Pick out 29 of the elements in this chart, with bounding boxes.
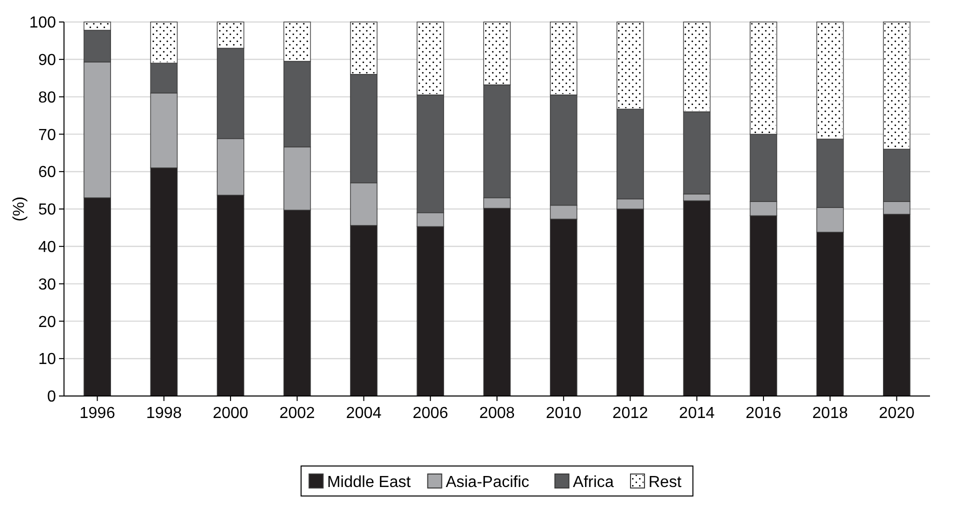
y-tick-label: 40: [38, 239, 56, 256]
x-tick-label: 2014: [679, 405, 715, 422]
legend-label: Asia-Pacific: [446, 474, 530, 491]
x-tick-label: 1996: [80, 405, 116, 422]
y-tick-label: 20: [38, 314, 56, 331]
y-tick-label: 70: [38, 126, 56, 144]
y-tick-label: 50: [38, 202, 56, 219]
x-tick-label: 2016: [746, 405, 782, 422]
x-tick-label: 2008: [479, 405, 515, 422]
y-tick-label: 100: [29, 14, 56, 32]
x-tick-label: 2020: [878, 405, 915, 422]
x-tick-label: 1998: [146, 405, 182, 422]
x-tick-label: 2012: [612, 405, 648, 422]
y-tick-label: 30: [38, 276, 56, 294]
legend-label: Africa: [572, 474, 614, 491]
y-tick-label: 80: [38, 89, 56, 106]
x-tick-label: 2004: [346, 405, 382, 422]
x-tick-label: 2010: [546, 405, 582, 422]
x-tick-label: 2000: [212, 405, 248, 422]
x-tick-label: 2002: [279, 405, 316, 422]
legend-label: Middle East: [327, 474, 412, 491]
y-tick-label: 60: [38, 164, 56, 182]
x-tick-label: 2006: [412, 405, 448, 422]
legend-label: Rest: [648, 474, 682, 491]
y-tick-label: 0: [47, 388, 56, 406]
y-tick-label: 90: [38, 52, 56, 69]
y-tick-label: 10: [38, 351, 56, 368]
y-axis-title: (%): [11, 196, 28, 222]
x-tick-label: 2018: [812, 405, 848, 422]
